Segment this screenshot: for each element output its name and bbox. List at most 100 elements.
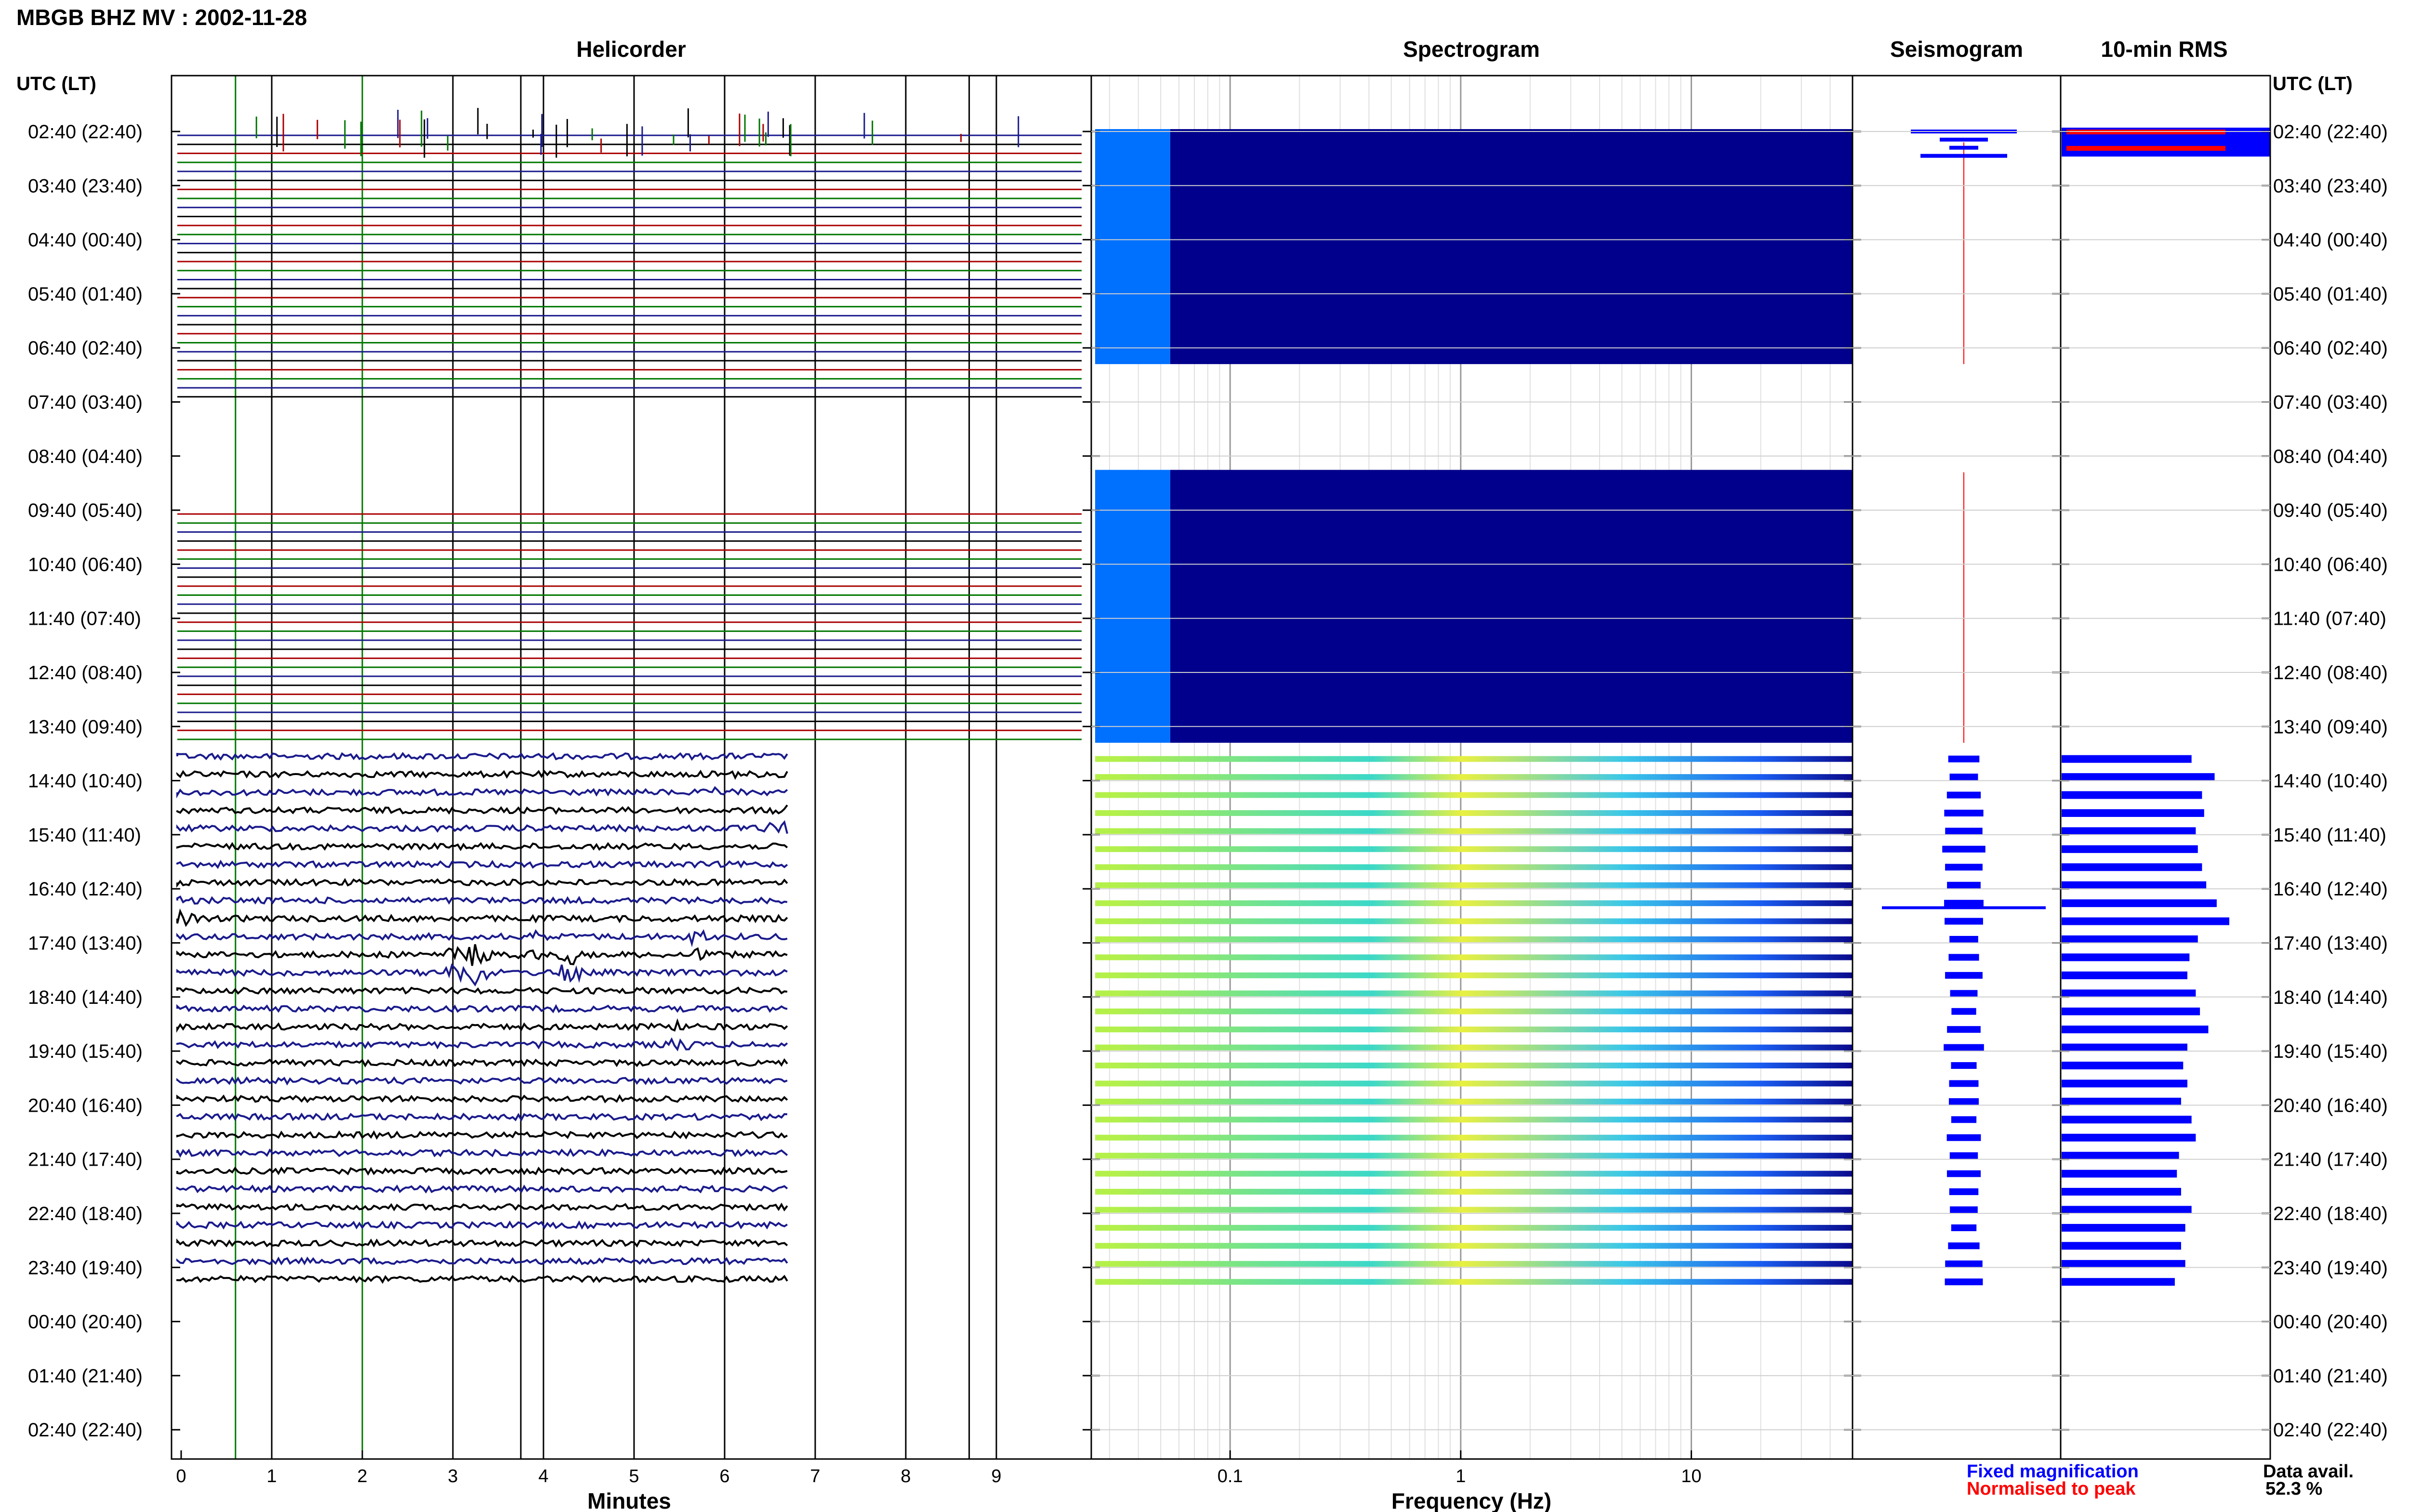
- spec-strip: [1095, 1044, 1853, 1051]
- heli-xtick-label: 3: [448, 1466, 458, 1486]
- seis-segment: [1951, 1062, 1977, 1069]
- seismogram-frame: [1852, 75, 2062, 1460]
- heli-trace: [176, 1004, 788, 1013]
- row-label-right: 02:40 (22:40): [2273, 1420, 2388, 1441]
- spec-block-low: [1095, 470, 1170, 743]
- row-label-left: 11:40 (07:40): [28, 608, 141, 630]
- heli-trace: [176, 1184, 788, 1194]
- heli-trace: [176, 1166, 788, 1176]
- helicorder-frame: [171, 75, 1092, 1460]
- rms-bar: [2062, 1188, 2181, 1196]
- rms-bar: [2062, 1079, 2187, 1088]
- seis-segment: [1947, 1026, 1981, 1033]
- spec-xtick-label: 0.1: [1218, 1466, 1243, 1486]
- spec-strip: [1095, 792, 1853, 798]
- spec-strip: [1095, 1080, 1853, 1087]
- row-label-right: 02:40 (22:40): [2273, 121, 2388, 143]
- row-label-left: 09:40 (05:40): [28, 500, 143, 521]
- heli-xtick-label: 6: [719, 1466, 729, 1486]
- row-label-right: 09:40 (05:40): [2273, 500, 2388, 521]
- rms-bar: [2062, 971, 2187, 979]
- row-label-right: 20:40 (16:40): [2273, 1095, 2388, 1116]
- helicorder-xlabel: Minutes: [587, 1488, 671, 1512]
- row-label-left: 13:40 (09:40): [28, 716, 143, 737]
- heli-trace: [176, 878, 788, 888]
- spec-strip: [1095, 882, 1853, 888]
- heli-trace: [176, 820, 788, 834]
- heli-xtick-label: 7: [810, 1466, 820, 1486]
- seis-burst: [1940, 137, 1988, 142]
- spectrogram-title: Spectrogram: [1403, 37, 1540, 62]
- heli-xtick-label: 4: [538, 1466, 548, 1486]
- rms-bar: [2062, 863, 2202, 871]
- spec-strip: [1095, 936, 1853, 943]
- row-label-left: 00:40 (20:40): [28, 1312, 143, 1333]
- spec-strip: [1095, 954, 1853, 960]
- row-label-left: 14:40 (10:40): [28, 771, 143, 792]
- rms-bar: [2062, 953, 2190, 961]
- heli-trace: [176, 986, 788, 995]
- seis-segment: [1949, 774, 1978, 781]
- rms-bar: [2062, 1206, 2192, 1214]
- rms-bar: [2062, 1026, 2209, 1034]
- seis-segment: [1951, 1116, 1977, 1123]
- row-label-left: 05:40 (01:40): [28, 284, 143, 305]
- row-labels: 02:40 (22:40) 02:40 (22:40) 03:40 (23:40) 0…: [28, 121, 2388, 1441]
- heli-trace: [176, 1018, 788, 1033]
- row-label-left: 18:40 (14:40): [28, 987, 143, 1008]
- rms-bar: [2062, 1223, 2185, 1232]
- heli-xtick-label: 9: [991, 1466, 1001, 1486]
- rms-bar: [2062, 1007, 2200, 1015]
- seis-segment: [1949, 936, 1978, 943]
- row-label-right: 22:40 (18:40): [2273, 1203, 2388, 1224]
- data-avail-value: 52.3 %: [2265, 1479, 2322, 1499]
- heli-trace: [176, 1130, 788, 1140]
- heli-trace: [176, 1220, 788, 1230]
- heli-trace: [176, 1275, 788, 1284]
- row-label-right: 13:40 (09:40): [2273, 716, 2388, 737]
- rms-bar: [2062, 791, 2202, 799]
- spec-strip: [1095, 1063, 1853, 1069]
- rms-bar: [2062, 1260, 2185, 1268]
- spec-block-low: [1095, 129, 1170, 364]
- spec-strip: [1095, 864, 1853, 870]
- heli-trace: [176, 1256, 788, 1266]
- row-label-right: 00:40 (20:40): [2273, 1312, 2388, 1333]
- row-label-left: 12:40 (08:40): [28, 662, 143, 684]
- rms-bar: [2062, 809, 2204, 817]
- row-label-right: 14:40 (10:40): [2273, 771, 2388, 792]
- seis-burst: [1949, 145, 1978, 150]
- row-label-right: 04:40 (00:40): [2273, 230, 2388, 251]
- spec-strip: [1095, 1207, 1853, 1213]
- row-label-right: 15:40 (11:40): [2273, 825, 2386, 846]
- spectrogram-panel: [1095, 76, 1853, 1459]
- seis-segment: [1949, 1080, 1979, 1087]
- utc-lt-label-right: UTC (LT): [2273, 73, 2353, 94]
- spec-strip: [1095, 1279, 1853, 1285]
- heli-trace: [176, 786, 788, 799]
- spec-strip: [1095, 918, 1853, 924]
- rms-frame: [2060, 75, 2271, 1460]
- rms-bar: [2062, 1062, 2184, 1070]
- row-label-left: 02:40 (22:40): [28, 121, 143, 143]
- rms-bar: [2062, 827, 2196, 835]
- spec-strip: [1095, 972, 1853, 978]
- utc-lt-label-left: UTC (LT): [16, 73, 96, 94]
- spec-block: [1170, 470, 1853, 743]
- spec-strip: [1095, 1026, 1853, 1033]
- spec-strip: [1095, 1243, 1853, 1249]
- row-label-right: 06:40 (02:40): [2273, 338, 2388, 359]
- row-label-right: 19:40 (15:40): [2273, 1041, 2388, 1062]
- seis-segment: [1948, 1098, 1979, 1105]
- row-label-left: 01:40 (21:40): [28, 1366, 143, 1387]
- heli-trace: [176, 1148, 788, 1158]
- seis-segment: [1947, 881, 1981, 889]
- row-label-left: 06:40 (02:40): [28, 338, 143, 359]
- rms-bar: [2062, 899, 2217, 907]
- row-label-left: 16:40 (12:40): [28, 879, 143, 900]
- rms-bar: [2062, 1043, 2187, 1052]
- seis-segment: [1944, 809, 1984, 816]
- seis-segment: [1945, 972, 1983, 979]
- heli-trace: [176, 859, 788, 869]
- row-label-right: 11:40 (07:40): [2273, 608, 2386, 630]
